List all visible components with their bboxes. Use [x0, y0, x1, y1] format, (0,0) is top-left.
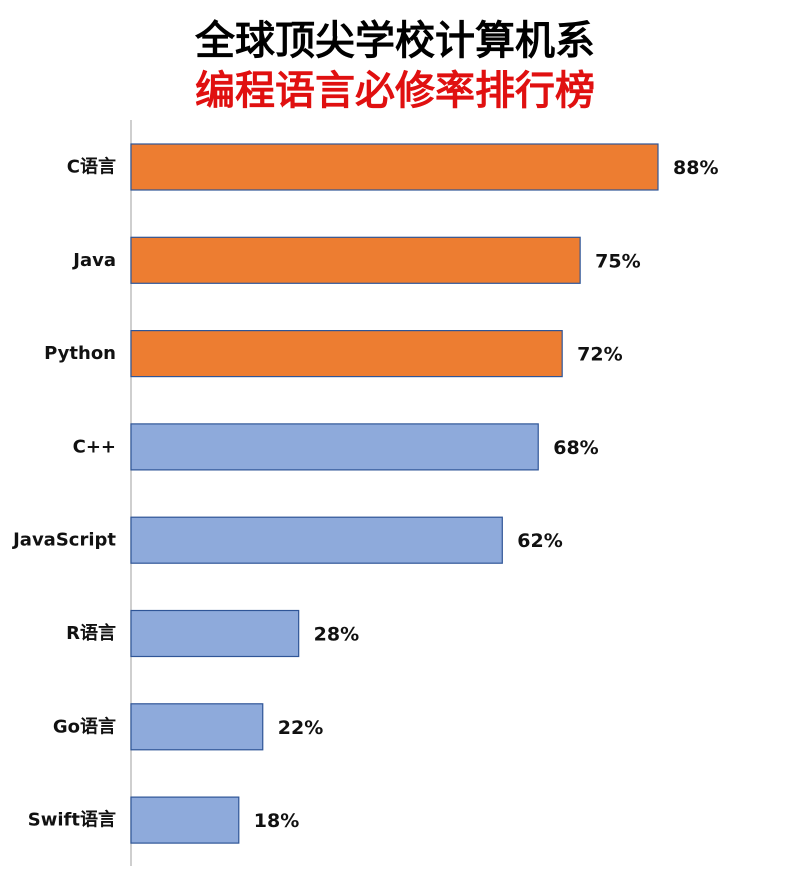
value-label-7: 18% — [254, 810, 299, 832]
chart-subtitle: 编程语言必修率排行榜 — [195, 68, 595, 114]
value-label-5: 28% — [314, 624, 359, 646]
category-label-6: Go语言 — [53, 715, 116, 737]
value-label-2: 72% — [577, 344, 622, 366]
category-label-2: Python — [44, 343, 116, 364]
bar-2 — [130, 330, 563, 378]
value-label-3: 68% — [553, 437, 598, 459]
category-label-7: Swift语言 — [28, 809, 116, 831]
category-label-0: C语言 — [67, 156, 116, 178]
value-label-0: 88% — [673, 157, 718, 179]
category-label-3: C++ — [73, 436, 116, 457]
value-label-6: 22% — [278, 717, 323, 739]
bar-4 — [130, 516, 503, 564]
chart-title: 全球顶尖学校计算机系 — [195, 18, 595, 64]
bar-3 — [130, 423, 539, 471]
value-label-1: 75% — [595, 250, 640, 272]
bar-0 — [130, 143, 659, 191]
value-label-4: 62% — [517, 530, 562, 552]
category-label-5: R语言 — [66, 622, 116, 644]
category-label-4: JavaScript — [11, 530, 116, 551]
bar-7 — [130, 796, 240, 844]
bar-5 — [130, 609, 300, 658]
category-label-1: Java — [71, 250, 116, 271]
bar-6 — [130, 703, 264, 751]
bar-1 — [130, 236, 581, 284]
